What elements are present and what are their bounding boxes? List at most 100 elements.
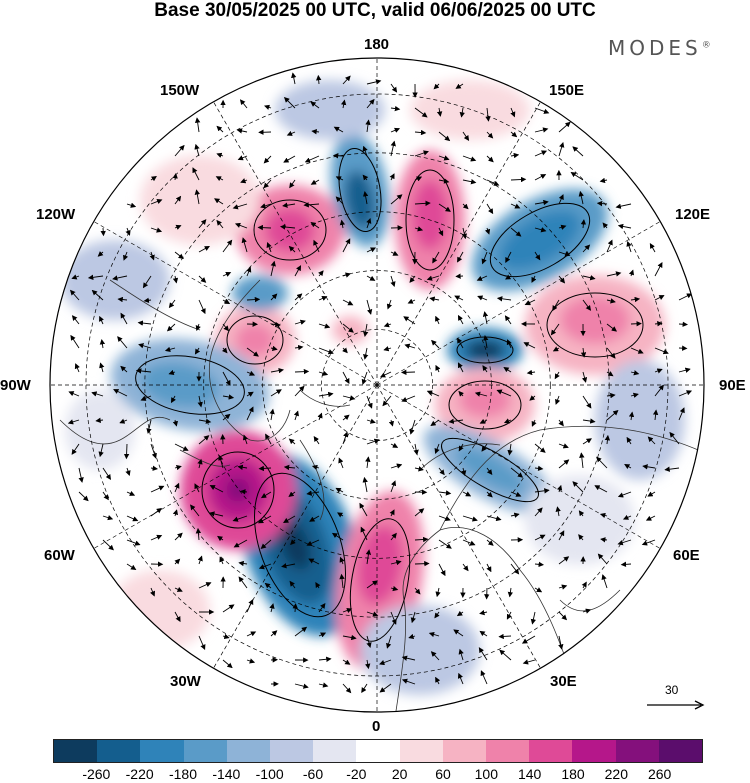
colorbar-tick-label: 180	[561, 766, 585, 782]
anomaly-cell	[110, 570, 210, 650]
wind-arrow	[506, 339, 512, 349]
colorbar-tick-label: -100	[255, 766, 284, 782]
colorbar-cell	[486, 740, 530, 762]
wind-arrow	[426, 275, 440, 281]
wind-arrow	[246, 370, 256, 376]
wind-arrow	[581, 371, 588, 383]
wind-arrow	[599, 177, 608, 184]
wind-arrow	[414, 560, 430, 567]
wind-arrow	[289, 179, 296, 189]
wind-arrow	[315, 74, 322, 85]
wind-arrow	[194, 347, 201, 355]
wind-arrow	[68, 391, 80, 397]
wind-arrow	[361, 683, 368, 694]
wind-arrow	[362, 174, 369, 181]
wind-arrow	[174, 558, 181, 565]
wind-arrow	[125, 467, 131, 477]
wind-arrow	[630, 347, 644, 354]
wind-arrow	[429, 296, 440, 302]
wind-arrow	[340, 99, 347, 109]
wind-arrow	[654, 368, 663, 374]
wind-arrow	[510, 176, 527, 183]
colorbar-tick-label: -140	[212, 766, 241, 782]
wind-arrow	[99, 315, 104, 325]
wind-arrow	[414, 466, 424, 472]
wind-arrow	[294, 319, 306, 325]
wind-arrow	[190, 504, 200, 517]
lon-label-150e: 150E	[549, 82, 585, 99]
wind-arrow	[503, 418, 512, 424]
map-border	[49, 57, 705, 713]
wind-arrow	[317, 412, 323, 421]
wind-arrow	[174, 464, 182, 471]
wind-arrow	[170, 395, 176, 404]
wind-arrow	[260, 491, 272, 499]
wind-arrow	[582, 275, 596, 281]
colorbar-tick-label: -180	[168, 766, 198, 782]
wind-arrow	[198, 245, 210, 253]
wind-arrow	[270, 367, 284, 374]
wind-arrow	[87, 274, 104, 280]
wind-arrow	[617, 223, 632, 230]
reference-arrow-icon	[647, 700, 705, 710]
wind-arrow	[382, 395, 392, 407]
land-outlines	[59, 279, 704, 712]
colorbar-tick-label: 60	[435, 766, 451, 782]
wind-arrow	[288, 245, 296, 253]
anomaly-cell	[560, 296, 630, 344]
wind-arrow	[318, 370, 329, 376]
wind-arrow	[168, 369, 176, 376]
wind-arrow	[408, 633, 416, 640]
colorbar-tick-label: 220	[604, 766, 628, 782]
wind-arrow	[486, 491, 493, 498]
wind-arrow	[581, 581, 587, 589]
wind-arrow	[558, 275, 566, 284]
colorbar-tick-label: -220	[125, 766, 154, 782]
wind-arrow	[246, 296, 261, 303]
wind-arrow	[580, 347, 587, 358]
wind-arrow	[390, 140, 396, 157]
wind-arrow	[195, 323, 201, 332]
wind-arrow	[216, 152, 224, 158]
wind-arrow	[459, 107, 465, 118]
wind-arrow	[486, 515, 502, 522]
wind-arrow	[534, 150, 548, 157]
wind-arrow	[366, 635, 372, 648]
wind-arrow	[246, 406, 254, 421]
wind-arrow	[558, 530, 565, 541]
wind-arrow	[478, 647, 488, 661]
coastline	[179, 449, 231, 467]
wind-arrow	[126, 563, 137, 570]
wind-arrow	[678, 407, 685, 421]
wind-arrow	[453, 629, 464, 637]
wind-arrow	[198, 275, 207, 283]
wind-arrow	[289, 580, 296, 589]
wind-arrow	[366, 79, 382, 85]
wind-arrow	[362, 476, 368, 493]
wind-arrow	[438, 178, 450, 184]
wind-arrow	[482, 365, 488, 373]
wind-arrow	[318, 602, 326, 613]
wind-arrow	[342, 431, 349, 445]
wind-arrow	[197, 555, 203, 565]
wind-arrow	[654, 262, 663, 277]
wind-arrow	[270, 321, 281, 328]
wind-arrow	[216, 125, 224, 133]
wind-arrow	[557, 484, 563, 493]
wind-arrow	[390, 585, 399, 592]
wind-arrow	[126, 539, 141, 546]
wind-arrow	[194, 117, 201, 133]
wind-arrow	[310, 221, 320, 229]
wind-arrow	[454, 295, 464, 301]
wind-arrow	[524, 299, 536, 306]
wind-arrow	[462, 563, 469, 572]
wind-arrow	[649, 243, 656, 253]
wind-arrow	[582, 438, 592, 445]
wind-arrow	[342, 395, 356, 401]
wind-arrow	[363, 323, 369, 337]
wind-arrow	[123, 251, 129, 261]
wind-arrow	[240, 489, 248, 495]
wind-arrow	[477, 295, 488, 301]
wind-arrow	[438, 515, 451, 522]
wind-arrow	[558, 584, 568, 590]
